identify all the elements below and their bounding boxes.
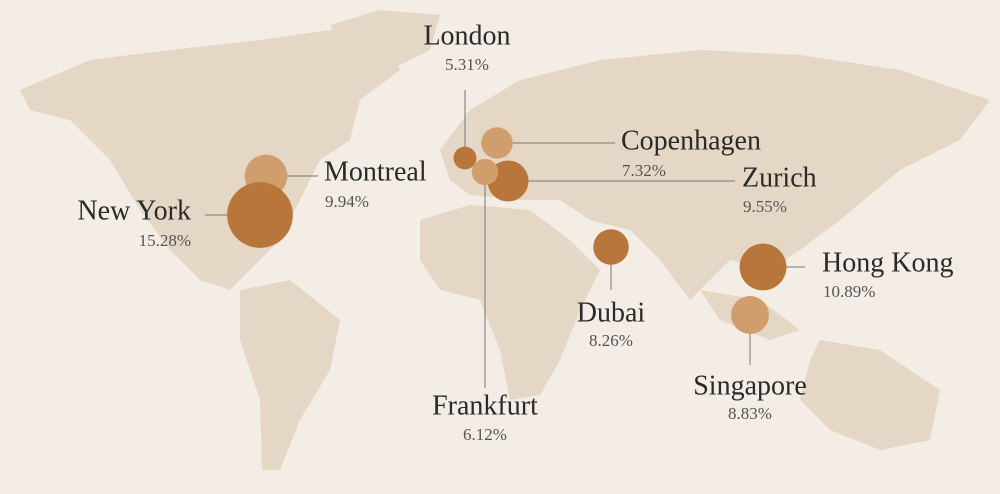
city-name: Copenhagen xyxy=(621,125,761,156)
bubble xyxy=(481,127,513,159)
bubble xyxy=(593,229,629,265)
city-value: 15.28% xyxy=(139,231,191,250)
bubble xyxy=(731,296,769,334)
labels: London 5.31% Copenhagen 7.32% Zurich 9.55% Fra… xyxy=(77,20,953,443)
city-name: Singapore xyxy=(693,370,807,401)
land xyxy=(20,10,990,470)
city-name: Zurich xyxy=(742,162,817,193)
city-value: 8.26% xyxy=(589,331,633,350)
bubble xyxy=(227,182,293,248)
bubble xyxy=(739,243,787,291)
city-name: London xyxy=(423,20,510,51)
city-value: 10.89% xyxy=(823,282,875,301)
city-value: 9.94% xyxy=(325,192,369,211)
bubbles xyxy=(227,127,787,334)
city-value: 8.83% xyxy=(728,404,772,423)
city-name: New York xyxy=(77,195,191,226)
city-name: Dubai xyxy=(577,297,646,328)
city-name: Frankfurt xyxy=(432,390,538,421)
city-name: Montreal xyxy=(324,156,427,187)
city-value: 9.55% xyxy=(743,197,787,216)
bubble xyxy=(471,158,499,186)
city-value: 6.12% xyxy=(463,425,507,444)
bubble xyxy=(453,146,477,170)
city-name: Hong Kong xyxy=(822,247,953,278)
city-value: 5.31% xyxy=(445,55,489,74)
city-value: 7.32% xyxy=(622,161,666,180)
